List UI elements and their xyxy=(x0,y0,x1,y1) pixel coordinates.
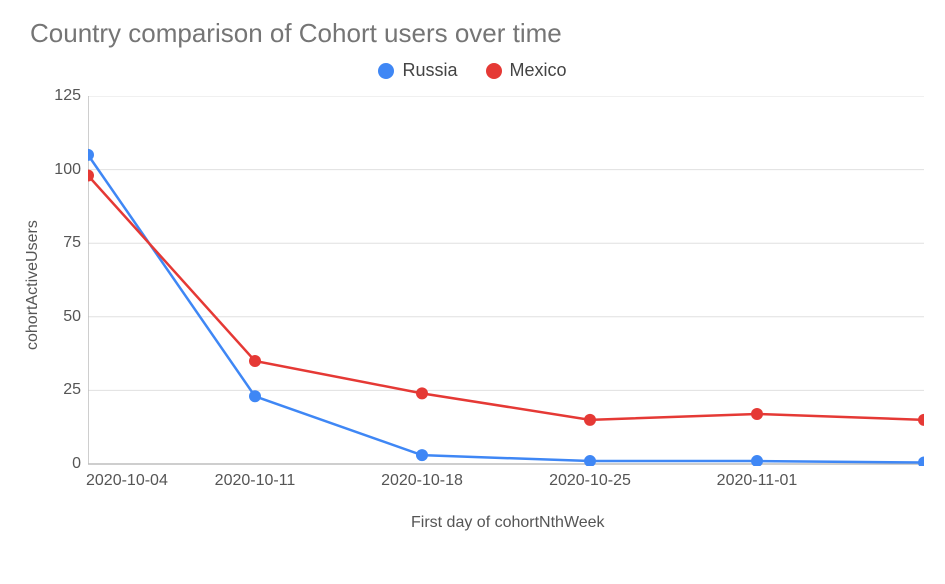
legend-dot-russia xyxy=(378,63,394,79)
y-tick-label: 125 xyxy=(36,87,81,105)
chart-title: Country comparison of Cohort users over … xyxy=(30,18,562,49)
legend-label-mexico: Mexico xyxy=(510,60,567,81)
series-point-russia xyxy=(88,149,94,161)
x-tick-label: 2020-11-01 xyxy=(717,472,798,490)
y-axis-title: cohortActiveUsers xyxy=(24,220,42,350)
series-point-russia xyxy=(918,457,924,466)
series-point-russia xyxy=(249,390,261,402)
series-point-mexico xyxy=(416,387,428,399)
series-point-mexico xyxy=(918,414,924,426)
y-tick-label: 0 xyxy=(36,455,81,473)
series-point-russia xyxy=(751,455,763,466)
series-point-mexico xyxy=(584,414,596,426)
legend-label-russia: Russia xyxy=(402,60,457,81)
legend-item-mexico: Mexico xyxy=(486,60,567,81)
y-tick-label: 75 xyxy=(36,234,81,252)
y-tick-label: 25 xyxy=(36,381,81,399)
series-line-mexico xyxy=(88,175,924,419)
x-tick-label: 2020-10-25 xyxy=(549,472,631,490)
series-point-russia xyxy=(584,455,596,466)
legend-item-russia: Russia xyxy=(378,60,457,81)
chart-legend: Russia Mexico xyxy=(0,60,945,81)
x-tick-label: 2020-10-18 xyxy=(381,472,463,490)
series-point-mexico xyxy=(751,408,763,420)
chart-plot xyxy=(88,96,924,466)
x-tick-label: 2020-10-11 xyxy=(215,472,296,490)
series-point-russia xyxy=(416,449,428,461)
x-tick-label: 2020-10-04 xyxy=(86,472,168,490)
series-point-mexico xyxy=(249,355,261,367)
y-tick-label: 50 xyxy=(36,308,81,326)
legend-dot-mexico xyxy=(486,63,502,79)
x-axis-title: First day of cohortNthWeek xyxy=(411,514,605,532)
y-tick-label: 100 xyxy=(36,161,81,179)
